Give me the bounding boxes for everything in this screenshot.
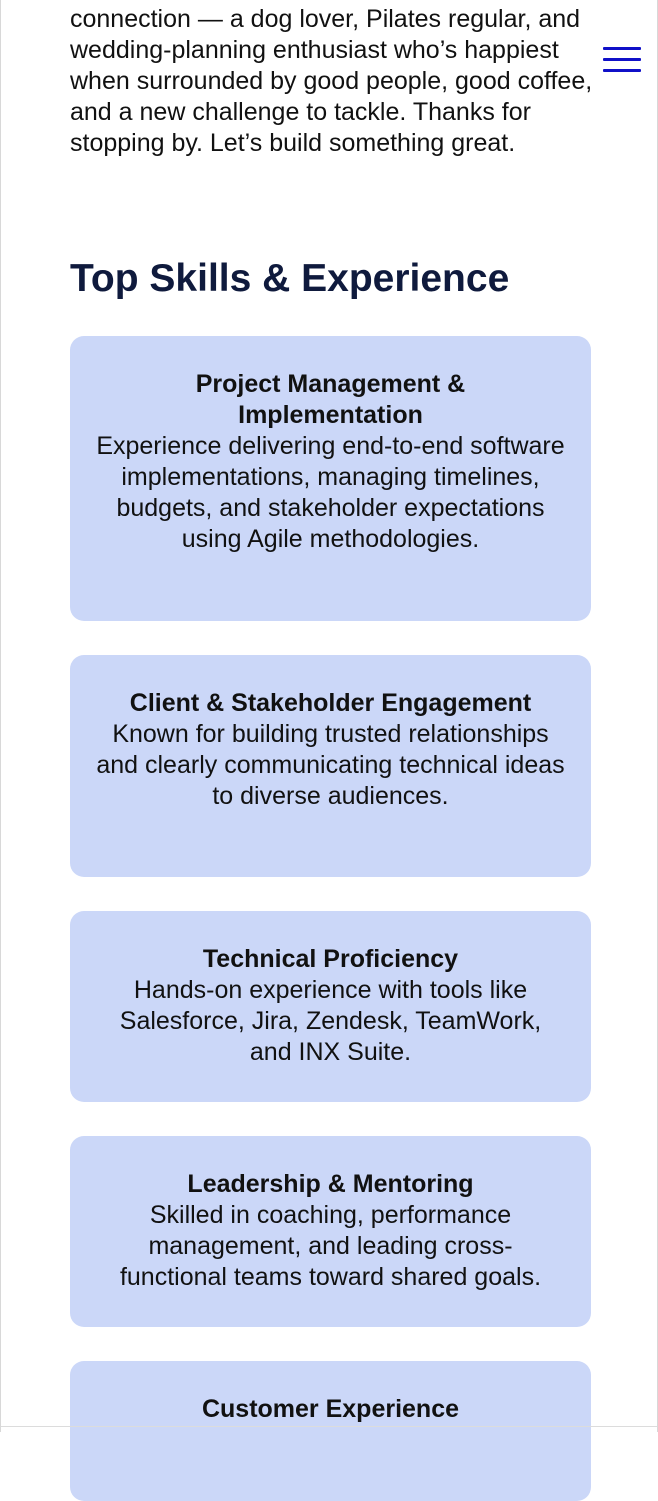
intro-paragraph: connection — a dog lover, Pilates regula… bbox=[70, 5, 593, 157]
skill-card-customer-experience: Customer Experience bbox=[70, 1361, 591, 1501]
skill-card-title: Leadership & Mentoring bbox=[187, 1170, 474, 1198]
skill-card-title: Project Management & Implementation bbox=[195, 370, 466, 429]
skill-card-project-management: Project Management & Implementation Expe… bbox=[70, 336, 591, 621]
skill-card-client-engagement: Client & Stakeholder Engagement Known fo… bbox=[70, 655, 591, 877]
skill-card-title: Technical Proficiency bbox=[202, 945, 459, 973]
skill-card-leadership: Leadership & Mentoring Skilled in coachi… bbox=[70, 1136, 591, 1327]
skill-card-title: Customer Experience bbox=[201, 1395, 460, 1423]
skill-card-technical-proficiency: Technical Proficiency Hands-on experienc… bbox=[70, 911, 591, 1102]
skill-card-title: Client & Stakeholder Engagement bbox=[129, 689, 532, 717]
section-title: Top Skills & Experience bbox=[70, 257, 510, 300]
skill-card-description: Experience delivering end-to-end softwar… bbox=[96, 432, 565, 553]
skill-card-description: Skilled in coaching, performance managem… bbox=[119, 1201, 542, 1291]
menu-button[interactable] bbox=[603, 44, 643, 74]
viewport-bottom-edge bbox=[1, 1426, 657, 1427]
skill-card-description: Hands-on experience with tools like Sale… bbox=[119, 976, 542, 1066]
skill-card-description: Known for building trusted relationships… bbox=[96, 720, 565, 810]
